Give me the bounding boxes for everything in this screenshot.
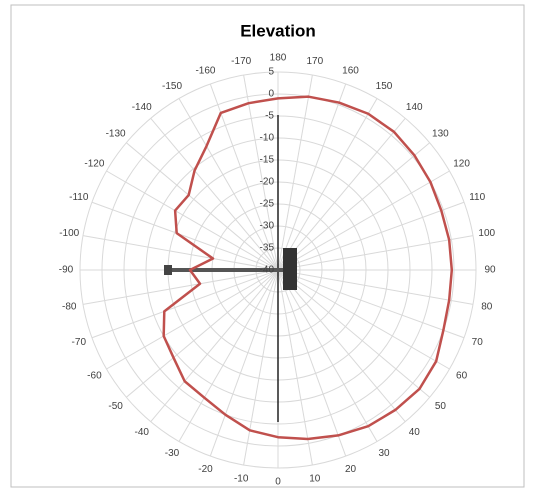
grid-spoke (277, 269, 313, 466)
r-tick-label: -40 (260, 265, 275, 276)
r-tick-label: 0 (268, 89, 274, 100)
theta-tick-label: -140 (132, 102, 152, 113)
theta-tick-label: 60 (456, 371, 468, 382)
theta-tick-label: 100 (478, 228, 495, 239)
theta-tick-label: -40 (135, 427, 150, 438)
grid-spoke (126, 269, 279, 398)
grid-spoke (277, 269, 347, 457)
grid-spoke (277, 269, 450, 370)
theta-tick-label: 30 (378, 448, 390, 459)
grid-spoke (277, 235, 474, 271)
grid-spoke (243, 269, 279, 466)
grid-spoke (209, 83, 279, 271)
theta-tick-label: 10 (309, 473, 321, 484)
r-tick-label: 5 (268, 67, 274, 78)
theta-tick-label: -10 (234, 473, 249, 484)
antenna-drawing (164, 115, 297, 422)
grid-spoke (106, 269, 279, 370)
grid-spoke (277, 269, 378, 442)
theta-tick-label: 50 (435, 401, 447, 412)
grid-spoke (277, 142, 430, 271)
grid-spoke (277, 269, 430, 398)
theta-tick-label: 40 (409, 427, 421, 438)
grid-spoke (277, 83, 347, 271)
data-layer (162, 95, 454, 441)
theta-tick-label: 90 (484, 265, 496, 276)
r-tick-label: -30 (260, 221, 275, 232)
grid-spoke (277, 74, 313, 271)
grid-spoke (126, 142, 279, 271)
theta-tick-label: 70 (472, 337, 484, 348)
grid-spoke (277, 170, 450, 271)
grid-spoke (277, 269, 406, 422)
theta-tick-label: -20 (198, 464, 213, 475)
grid-spoke (82, 235, 279, 271)
theta-tick-label: -160 (195, 65, 215, 76)
theta-tick-label: -100 (59, 228, 79, 239)
pattern-line (162, 95, 454, 441)
theta-tick-label: 20 (345, 464, 357, 475)
grid-spoke (243, 74, 279, 271)
grid (79, 71, 477, 469)
grid-spoke (277, 98, 378, 271)
theta-tick-label: 80 (481, 301, 493, 312)
grid-spoke (209, 269, 279, 457)
theta-tick-label: -90 (59, 265, 74, 276)
grid-spoke (277, 118, 406, 271)
chart-title: Elevation (240, 21, 316, 40)
theta-tick-label: -130 (106, 128, 126, 139)
theta-tick-label: 0 (275, 477, 281, 488)
r-tick-label: -5 (265, 111, 274, 122)
antenna-body (283, 248, 297, 290)
theta-tick-label: 160 (342, 65, 359, 76)
grid-spoke (277, 269, 465, 339)
grid-spoke (178, 269, 279, 442)
theta-tick-label: 180 (270, 53, 287, 64)
theta-tick-label: -70 (72, 337, 87, 348)
grid-spoke (277, 269, 474, 305)
theta-tick-label: 150 (376, 81, 393, 92)
theta-tick-label: -150 (162, 81, 182, 92)
r-tick-label: -15 (260, 155, 275, 166)
grid-spoke (178, 98, 279, 271)
theta-tick-label: -30 (165, 448, 180, 459)
theta-tick-label: -170 (231, 56, 251, 67)
grid-spoke (150, 269, 279, 422)
r-tick-label: -20 (260, 177, 275, 188)
theta-tick-label: 120 (453, 159, 470, 170)
theta-tick-label: -110 (69, 192, 89, 203)
theta-tick-label: 110 (469, 192, 485, 203)
theta-tick-label: -60 (87, 371, 102, 382)
chart-frame (10, 4, 525, 488)
grid-spoke (82, 269, 279, 305)
r-tick-label: -35 (260, 243, 275, 254)
antenna-tip (164, 265, 172, 275)
theta-tick-label: -120 (84, 159, 104, 170)
r-tick-label: -25 (260, 199, 275, 210)
theta-tick-label: -80 (62, 301, 77, 312)
theta-tick-label: 170 (306, 56, 323, 67)
theta-tick-label: 130 (432, 128, 449, 139)
grid-spoke (150, 118, 279, 271)
theta-tick-label: -50 (108, 401, 123, 412)
grid-spoke (91, 201, 279, 271)
grid-spoke (106, 170, 279, 271)
grid-spoke (91, 269, 279, 339)
grid-spoke (277, 201, 465, 271)
theta-tick-label: 140 (406, 102, 423, 113)
r-tick-label: -10 (260, 133, 275, 144)
